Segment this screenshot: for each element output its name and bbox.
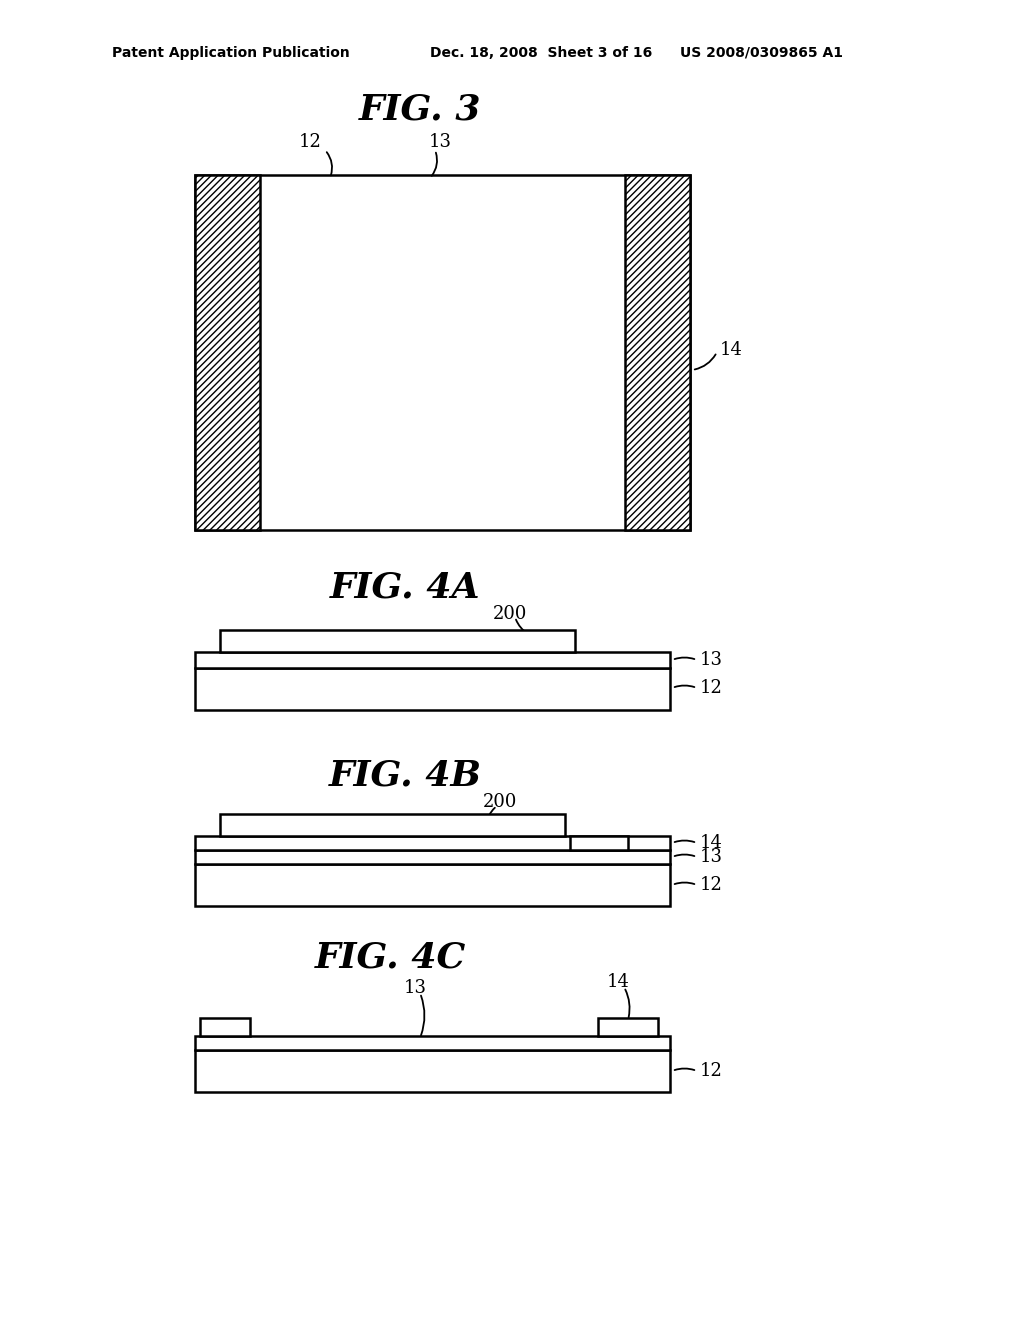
Text: FIG. 4C: FIG. 4C <box>314 941 466 975</box>
Text: 13: 13 <box>700 651 723 669</box>
Text: FIG. 3: FIG. 3 <box>358 92 481 127</box>
Bar <box>195 668 670 710</box>
Text: FIG. 4B: FIG. 4B <box>329 759 481 793</box>
Text: 12: 12 <box>700 1063 723 1080</box>
Text: Patent Application Publication: Patent Application Publication <box>112 46 350 59</box>
Bar <box>200 1018 250 1036</box>
Bar <box>598 1018 658 1036</box>
Text: 200: 200 <box>493 605 527 623</box>
Text: FIG. 4A: FIG. 4A <box>330 572 480 605</box>
Text: 14: 14 <box>700 834 723 851</box>
Bar <box>195 850 670 865</box>
Text: 12: 12 <box>700 678 723 697</box>
Bar <box>195 836 670 850</box>
Bar <box>195 865 670 906</box>
Text: 12: 12 <box>700 876 723 894</box>
Bar <box>625 176 690 531</box>
Bar <box>195 1036 670 1049</box>
Bar <box>570 836 628 850</box>
Text: 12: 12 <box>299 133 322 150</box>
Text: US 2008/0309865 A1: US 2008/0309865 A1 <box>680 46 843 59</box>
Bar <box>220 630 575 652</box>
Text: Dec. 18, 2008  Sheet 3 of 16: Dec. 18, 2008 Sheet 3 of 16 <box>430 46 652 59</box>
Bar <box>195 652 670 668</box>
Bar <box>195 176 260 531</box>
Bar <box>220 814 565 836</box>
Text: 13: 13 <box>700 847 723 866</box>
Bar <box>195 1049 670 1092</box>
Text: 13: 13 <box>403 979 427 997</box>
Text: 14: 14 <box>606 973 630 991</box>
Text: 200: 200 <box>482 793 517 810</box>
Text: 13: 13 <box>428 133 452 150</box>
Text: 14: 14 <box>720 341 742 359</box>
Bar <box>195 176 690 531</box>
